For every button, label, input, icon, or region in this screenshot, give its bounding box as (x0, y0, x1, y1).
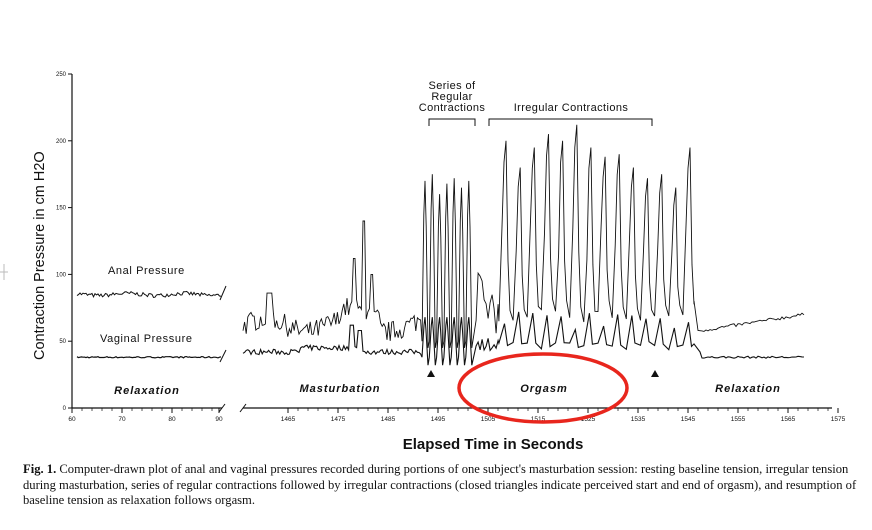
x-tick-label-90: 90 (215, 416, 223, 423)
y-tick-label-250: 250 (56, 72, 67, 78)
x-tick-label-1505: 1505 (481, 416, 496, 423)
caption-text-2: recorded during portions of one subject'… (23, 462, 857, 507)
x-tick-label-1485: 1485 (381, 416, 396, 423)
x-tick-label-70: 70 (118, 416, 126, 423)
y-tick-label-100: 100 (56, 272, 67, 278)
trace-break-marks (219, 285, 227, 363)
irregular-annotation: Irregular Contractions (514, 102, 629, 114)
regular-bracket (428, 118, 476, 126)
orgasm-end-triangle (651, 370, 659, 377)
y-axis: 0 50 100 150 200 250 (56, 72, 73, 412)
orgasm-start-triangle (427, 370, 435, 377)
vaginal-pressure-label: Vaginal Pressure (100, 333, 193, 345)
page-edge-mark (0, 264, 8, 280)
phase-relaxation-2: Relaxation (715, 383, 781, 395)
x-tick-label-1525: 1525 (581, 416, 596, 423)
x-ticks: 60 70 80 90 1465 1475 1485 1495 1505 1515 1525 1535… (68, 408, 846, 423)
anal-pressure-trace-relaxation (76, 290, 222, 298)
axis-break-left (218, 403, 226, 413)
irregular-bracket (488, 118, 653, 126)
x-tick-label-1475: 1475 (331, 416, 346, 423)
x-tick-label-1555: 1555 (731, 416, 746, 423)
y-axis-title: Contraction Pressure in cm H2O (32, 151, 48, 360)
x-tick-label-1575: 1575 (831, 416, 846, 423)
figure-label: Fig. 1. (23, 462, 57, 476)
phase-masturbation: Masturbation (299, 383, 380, 395)
x-tick-label-1545: 1545 (681, 416, 696, 423)
regular-annotation-line3: Contractions (419, 102, 486, 114)
x-tick-label-1565: 1565 (781, 416, 796, 423)
y-tick-label-200: 200 (56, 139, 67, 145)
figure-caption: Fig. 1. Computer-drawn plot of anal and … (23, 462, 863, 509)
vaginal-pressure-trace-relaxation (76, 355, 222, 359)
y-tick-label-0: 0 (63, 406, 67, 412)
caption-text-1: Computer-drawn plot of (56, 462, 185, 476)
x-tick-label-1515: 1515 (531, 416, 546, 423)
regular-annotation-line2: Regular (431, 91, 472, 103)
anal-pressure-label: Anal Pressure (108, 265, 185, 277)
anal-pressure-trace (242, 124, 805, 348)
regular-annotation-line1: Series of (428, 80, 476, 92)
caption-highlight: anal and vaginal pressures (184, 462, 318, 476)
x-tick-label-1465: 1465 (281, 416, 296, 423)
y-tick-label-50: 50 (59, 339, 66, 345)
x-tick-label-1495: 1495 (431, 416, 446, 423)
x-axis-title: Elapsed Time in Seconds (403, 436, 584, 453)
vaginal-pressure-trace (242, 311, 805, 366)
x-tick-label-1535: 1535 (631, 416, 646, 423)
phase-relaxation-1: Relaxation (114, 385, 180, 397)
phase-orgasm: Orgasm (520, 383, 568, 395)
x-tick-label-80: 80 (168, 416, 176, 423)
pressure-chart: 0 50 100 150 200 250 Contraction Pressure in … (32, 72, 846, 453)
x-tick-label-60: 60 (68, 416, 76, 423)
y-tick-label-150: 150 (56, 206, 67, 212)
red-circle-annotation (457, 352, 629, 424)
